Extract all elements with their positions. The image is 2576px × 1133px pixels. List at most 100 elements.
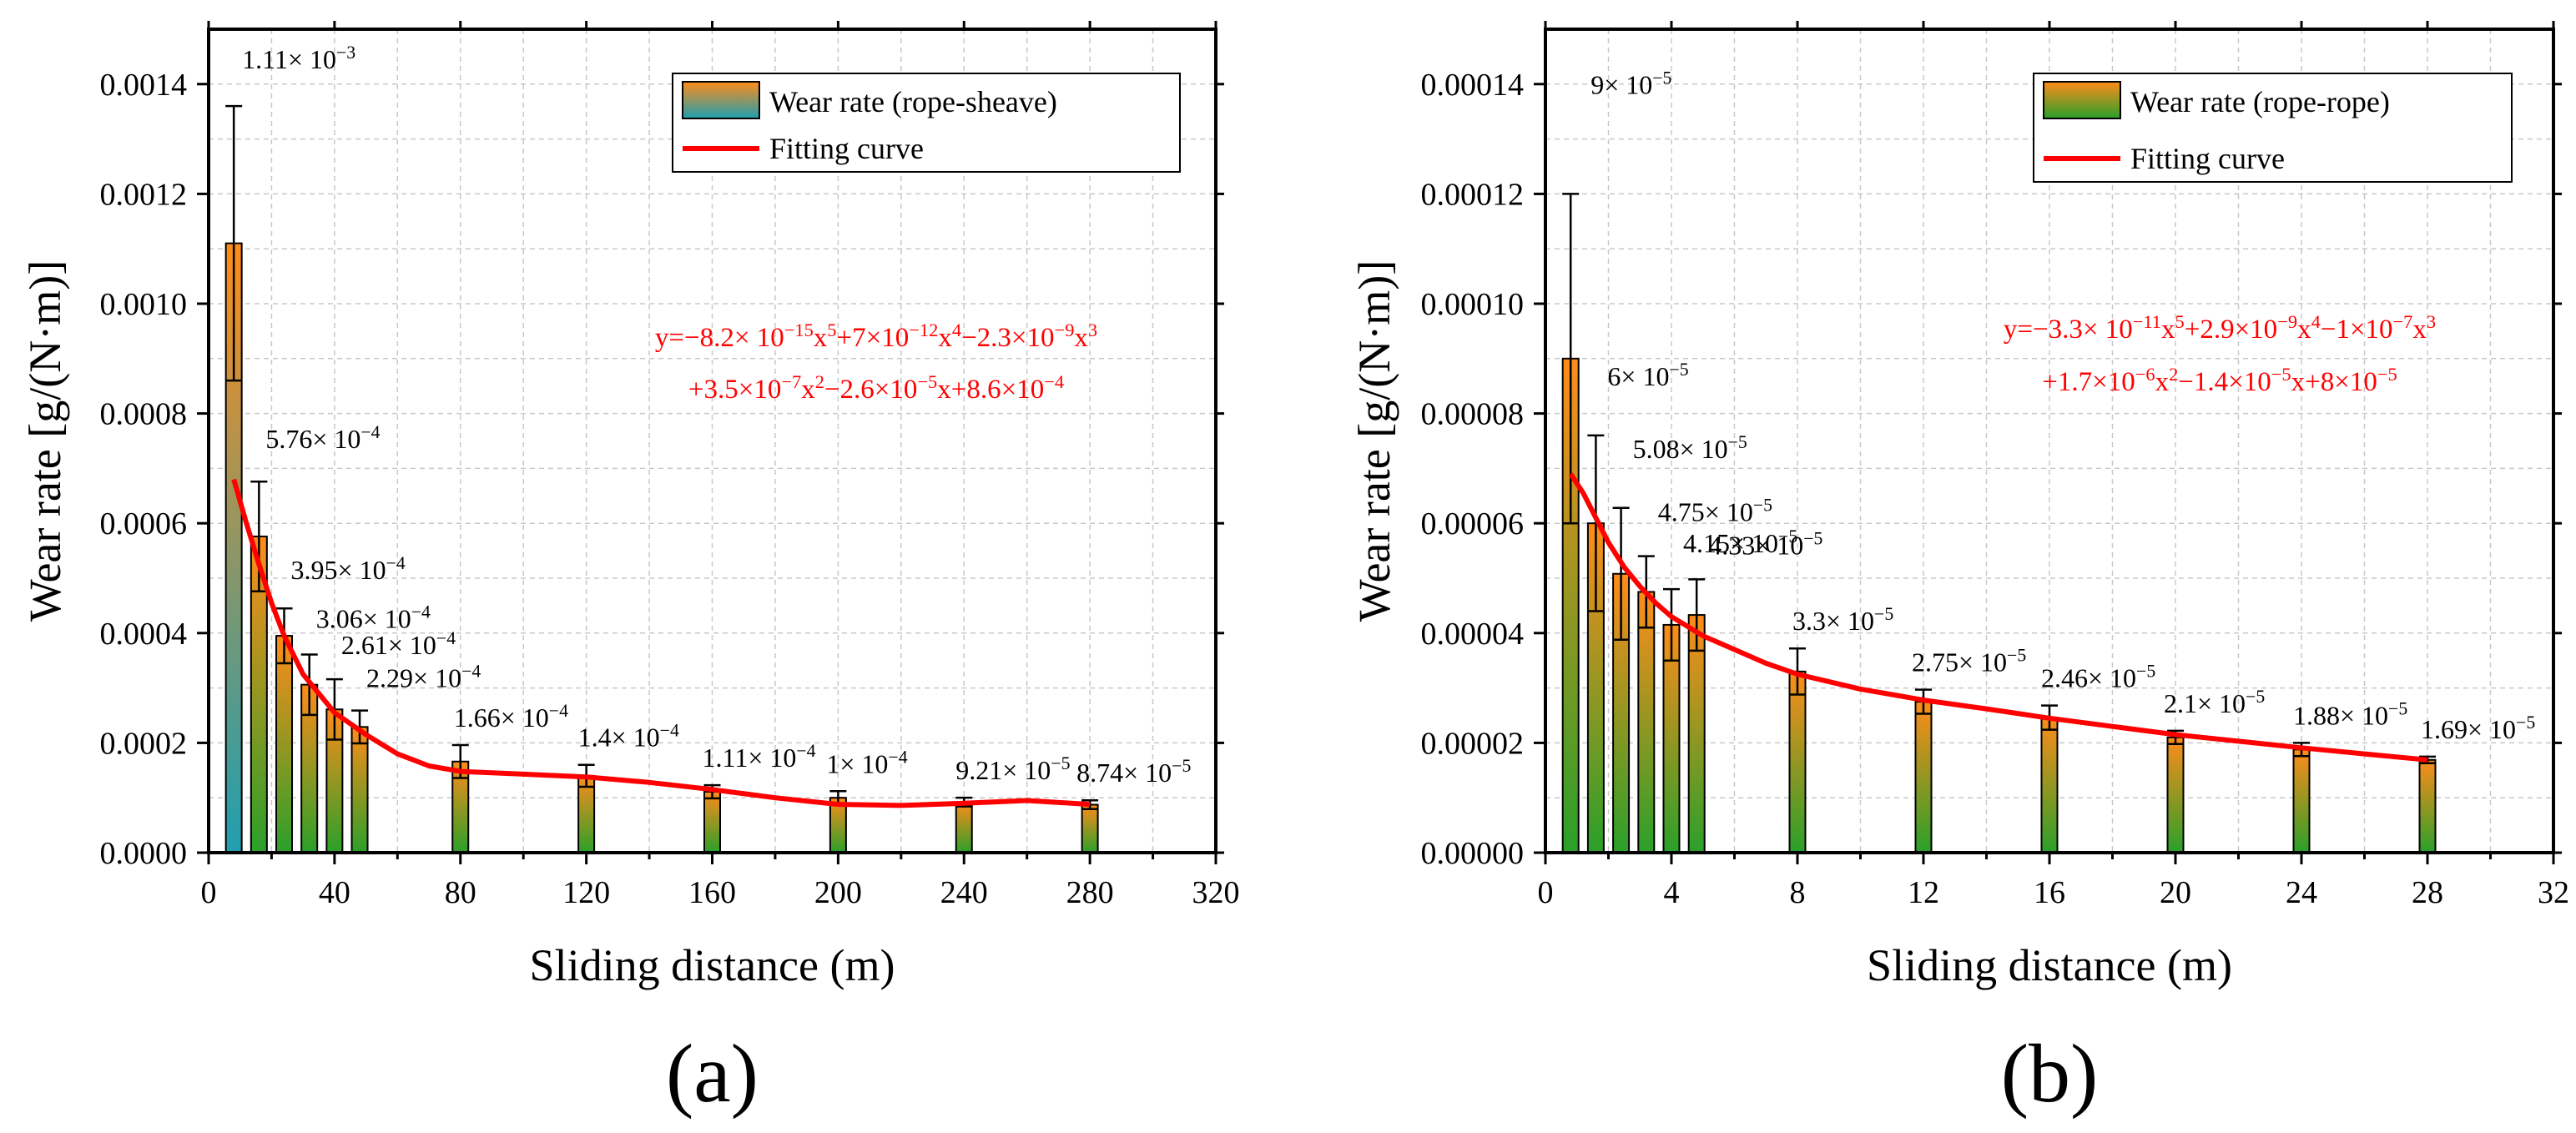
data-label-exponent: −5 (2007, 646, 2026, 666)
data-label-times: × 10 (1705, 497, 1753, 527)
data-bar (275, 635, 294, 854)
data-label-mantissa: 5.76 (265, 424, 312, 454)
data-label-times: × 10 (413, 663, 461, 693)
data-label-exponent: −5 (1803, 528, 1822, 548)
fit-equation: y=−3.3× 10−11x5+2.9×10−9x4−1×10−7x3+1.7×… (2004, 311, 2436, 398)
x-tick-label: 160 (688, 875, 736, 910)
axes: 0 4 8 12 16 20 24 28 320.000000.000020.000040.00… (1421, 21, 2569, 910)
equation-exponent: −9 (1055, 320, 1075, 340)
error-bar (1789, 647, 1806, 696)
data-label: 3.06× 10−4 (316, 602, 431, 633)
y-axis-title: Wear rate [g/(N·m)] (20, 260, 70, 622)
equation-exponent: 3 (2427, 311, 2436, 332)
data-label: 1.88× 10−5 (2293, 698, 2407, 730)
y-tick-label: 0.0002 (100, 726, 188, 761)
equation-exponent: 4 (952, 320, 961, 340)
data-bar (955, 801, 973, 854)
data-label-exponent: −4 (796, 741, 815, 761)
data-bar (2292, 748, 2311, 854)
data-label-exponent: −5 (1669, 360, 1688, 380)
x-axis-title: Sliding distance (m) (1867, 940, 2232, 990)
data-label-mantissa: 1.66 (454, 702, 501, 733)
x-tick-label: 320 (1192, 875, 1240, 910)
equation-term: −1.4×10 (2178, 367, 2271, 397)
equation-term: x (801, 375, 815, 405)
y-tick-label: 0.00014 (1421, 68, 1525, 103)
equation-exponent: −4 (1044, 371, 1064, 392)
data-label: 4.15× 10−5 (1683, 526, 1797, 558)
equation-term: x+8.6×10 (937, 375, 1044, 405)
data-label-mantissa: 2.75 (1912, 647, 1958, 677)
data-bar (1788, 670, 1807, 854)
error-bar (1081, 798, 1099, 811)
y-tick-label: 0.0012 (100, 177, 188, 212)
y-tick-label: 0.00006 (1421, 506, 1525, 541)
data-bar (2418, 758, 2437, 854)
error-bars (225, 104, 1099, 811)
panel-label: (b) (2001, 1027, 2099, 1120)
x-tick-label: 32 (2538, 875, 2569, 910)
equation-exponent: −15 (784, 320, 814, 340)
data-label-exponent: −5 (2388, 698, 2407, 718)
data-label-exponent: −4 (360, 422, 380, 442)
data-label-times: × 10 (288, 44, 336, 74)
data-label: 5.08× 10−5 (1633, 432, 1747, 464)
data-label: 9.21× 10−5 (955, 753, 1070, 785)
legend-label-bar: Wear rate (rope-rope) (2130, 85, 2390, 118)
data-label-mantissa: 3.06 (316, 603, 363, 633)
data-label-mantissa: 2.29 (366, 663, 413, 693)
equation-term: y=−8.2× 10 (655, 323, 784, 353)
error-bar (1562, 193, 1580, 525)
data-label-times: × 10 (1958, 647, 2007, 677)
y-tick-label: 0.0004 (100, 617, 188, 652)
error-bar (1663, 587, 1680, 662)
data-label-mantissa: 1.88 (2293, 700, 2340, 730)
data-label-times: × 10 (1680, 434, 1728, 464)
data-label-exponent: −4 (386, 553, 406, 573)
legend: Wear rate (rope-rope) Fitting curve (2033, 73, 2513, 183)
data-label-mantissa: 5.08 (1633, 434, 1680, 464)
data-label-mantissa: 3.3 (1792, 606, 1826, 636)
data-label-mantissa: 2.61 (341, 630, 388, 660)
data-label-exponent: −5 (1728, 432, 1747, 452)
y-tick-label: 0.00004 (1421, 617, 1525, 652)
data-label-exponent: −5 (1778, 526, 1797, 546)
chart-panel-a: 1.11× 10−35.76× 10−43.95× 10−43.06× 10−4… (20, 21, 1240, 1120)
data-label-exponent: −5 (1753, 496, 1772, 516)
data-label-times: × 10 (748, 743, 796, 773)
equation-exponent: 3 (1088, 320, 1097, 340)
equation-term: +7×10 (837, 323, 910, 353)
data-label-times: × 10 (338, 555, 386, 585)
equation-term: x (938, 323, 952, 353)
data-label-times: × 10 (1621, 361, 1669, 391)
data-label-times: × 10 (2468, 714, 2516, 744)
data-bar (1637, 591, 1656, 854)
data-label-mantissa: 1 (826, 748, 839, 778)
data-label-exponent: −4 (660, 721, 679, 741)
y-tick-label: 0.00012 (1421, 177, 1525, 212)
x-tick-label: 40 (319, 875, 350, 910)
data-label-mantissa: 4.15 (1683, 528, 1730, 558)
legend-label-line: Fitting curve (769, 132, 924, 165)
equation-exponent: −7 (781, 371, 801, 392)
x-tick-label: 120 (562, 875, 610, 910)
equation-term: +1.7×10 (2042, 367, 2135, 397)
data-label-times: × 10 (388, 630, 436, 660)
equation-term: x+8×10 (2291, 367, 2377, 397)
data-label-times: × 10 (1826, 606, 1874, 636)
data-label-exponent: −5 (1051, 753, 1070, 773)
legend-bar-swatch (2043, 81, 2121, 119)
equation-exponent: 5 (2175, 311, 2184, 332)
data-label: 5.76× 10−4 (265, 422, 380, 454)
x-tick-label: 240 (940, 875, 988, 910)
data-bar (1914, 701, 1933, 854)
equation-exponent: −5 (2271, 364, 2291, 385)
data-label: 1.4× 10−4 (578, 721, 679, 753)
fit-equation-line: y=−3.3× 10−11x5+2.9×10−9x4−1×10−7x3 (2004, 311, 2436, 345)
equation-term: x (2297, 315, 2311, 345)
data-label-mantissa: 6 (1607, 361, 1621, 391)
value-labels: 9× 10−56× 10−55.08× 10−54.75× 10−54.15× … (1590, 68, 2535, 743)
error-bar (351, 709, 369, 745)
data-label: 2.61× 10−4 (341, 628, 456, 660)
y-tick-label: 0.0006 (100, 506, 188, 541)
